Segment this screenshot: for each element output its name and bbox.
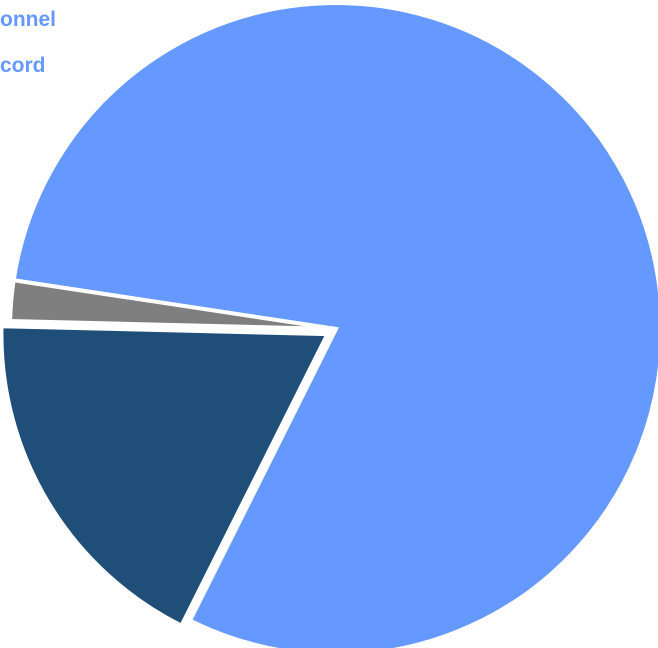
pie-slice-2	[0, 324, 331, 629]
chart-label-line-1: onnel	[0, 8, 56, 31]
pie-slice-3	[8, 277, 337, 331]
pie-slice-1	[11, 1, 658, 648]
chart-label-line-2: cord	[0, 54, 46, 77]
